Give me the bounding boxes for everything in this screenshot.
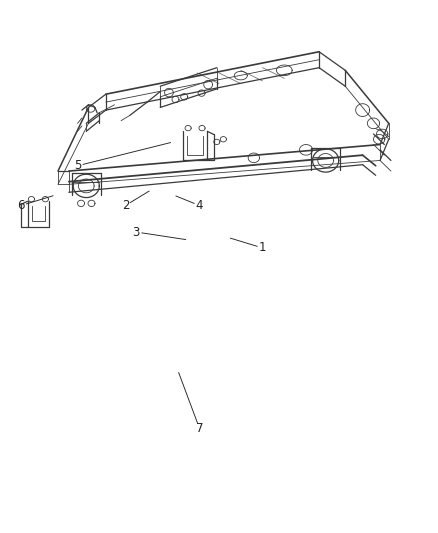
Text: 5: 5 (74, 159, 81, 172)
Text: 1: 1 (259, 241, 266, 254)
Text: 4: 4 (196, 199, 203, 212)
Text: 2: 2 (122, 199, 129, 212)
Text: 3: 3 (133, 225, 140, 239)
Text: 7: 7 (196, 422, 203, 435)
Text: 6: 6 (17, 199, 25, 212)
